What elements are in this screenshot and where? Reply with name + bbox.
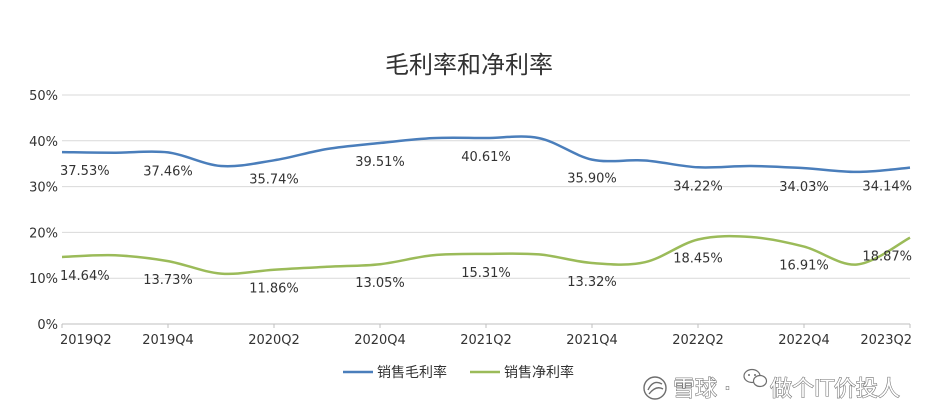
watermark-brand: 雪球 <box>673 377 717 402</box>
watermark-author: 做个IT价投人 <box>770 377 900 402</box>
data-label: 35.74% <box>249 172 299 187</box>
data-label: 13.05% <box>355 276 405 291</box>
y-tick-label: 0% <box>37 318 58 333</box>
wechat-icon <box>743 368 768 388</box>
x-axis: 2019Q2 2019Q4 2020Q2 2020Q4 2021Q2 2021Q4 2022… <box>60 324 912 348</box>
data-label: 37.53% <box>60 164 110 179</box>
x-tick-label: 2022Q4 <box>778 333 830 348</box>
data-labels: 37.53% 37.46% 35.74% 39.51% 40.61% 35.90% 34.2… <box>60 150 912 297</box>
y-tick-label: 10% <box>29 272 58 287</box>
x-tick-label: 2021Q2 <box>460 333 512 348</box>
snowball-logo-icon <box>643 376 667 400</box>
x-tick-label: 2019Q2 <box>60 333 112 348</box>
data-label: 18.45% <box>673 251 723 266</box>
chart-title: 毛利率和净利率 <box>385 51 553 79</box>
data-label: 35.90% <box>567 172 617 187</box>
data-label: 40.61% <box>461 150 511 165</box>
series-line-2 <box>61 234 911 276</box>
data-label: 13.32% <box>567 275 617 290</box>
x-tick-label: 2023Q2 <box>860 333 912 348</box>
x-tick-label: 2021Q4 <box>566 333 618 348</box>
series <box>61 135 911 276</box>
x-tick-label: 2019Q4 <box>142 333 194 348</box>
data-label: 14.64% <box>60 269 110 284</box>
y-tick-label: 30% <box>29 181 58 196</box>
legend: 销售毛利率 销售净利率 <box>343 364 574 381</box>
watermark: 雪球 · 做个IT价投人 <box>643 368 900 403</box>
data-label: 37.46% <box>143 164 193 179</box>
series-line-1 <box>61 135 911 174</box>
x-tick-label: 2022Q2 <box>672 333 724 348</box>
y-axis: 0% 10% 20% 30% 40% 50% <box>29 89 58 333</box>
watermark-separator: · <box>724 377 731 402</box>
y-tick-label: 40% <box>29 135 58 150</box>
x-tick-label: 2020Q4 <box>354 333 406 348</box>
data-label: 34.14% <box>862 180 912 195</box>
data-label: 13.73% <box>143 273 193 288</box>
x-tick-label: 2020Q2 <box>248 333 300 348</box>
data-label: 39.51% <box>355 155 405 170</box>
legend-label-1: 销售毛利率 <box>377 364 447 381</box>
grid <box>62 94 910 325</box>
data-label: 11.86% <box>249 282 299 297</box>
data-label: 34.03% <box>779 180 829 195</box>
data-label: 16.91% <box>779 259 829 274</box>
y-tick-label: 50% <box>29 89 58 104</box>
legend-label-2: 销售净利率 <box>504 364 574 381</box>
y-tick-label: 20% <box>29 226 58 241</box>
data-label: 15.31% <box>461 266 511 281</box>
data-label: 18.87% <box>862 250 912 265</box>
data-label: 34.22% <box>673 179 723 194</box>
